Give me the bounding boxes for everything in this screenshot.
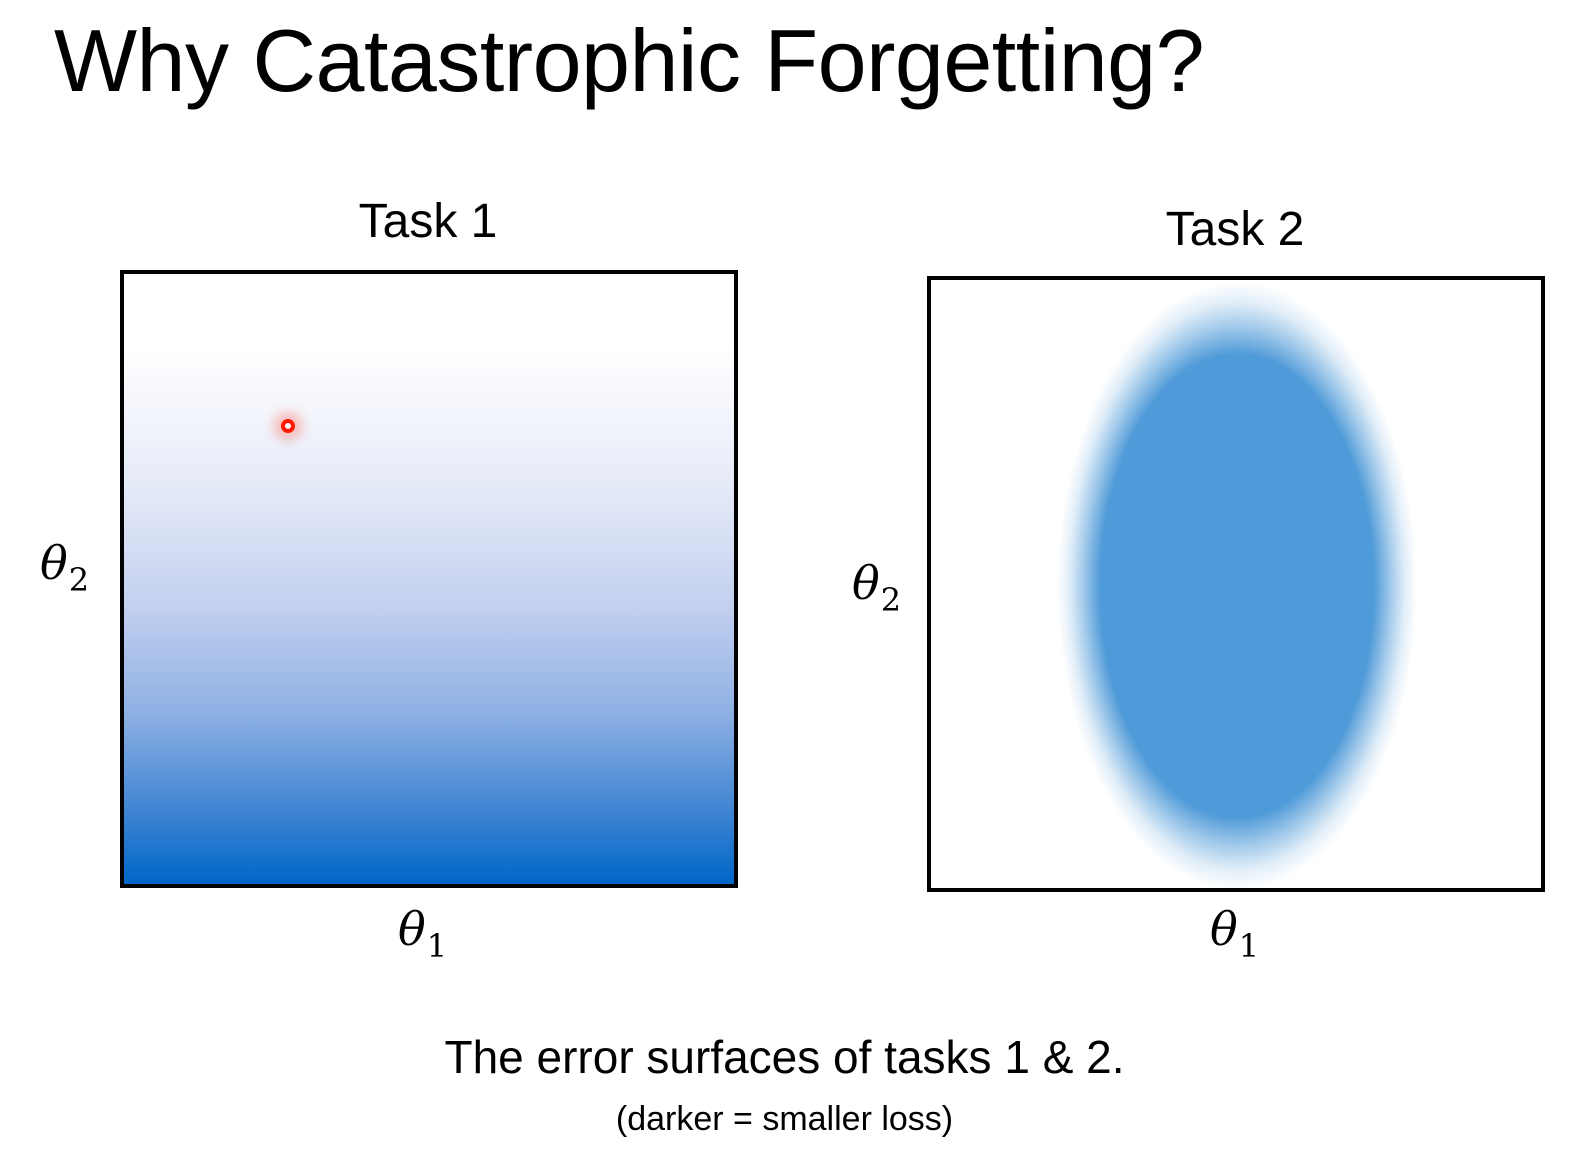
figure-caption-note: (darker = smaller loss) bbox=[615, 1100, 954, 1138]
task1-x-axis-label: θ1 bbox=[398, 902, 448, 965]
task1-title: Task 1 bbox=[358, 195, 498, 248]
current-parameter-point bbox=[281, 419, 295, 433]
task1-error-surface bbox=[120, 270, 738, 888]
task2-error-surface bbox=[927, 276, 1545, 892]
figure-caption: The error surfaces of tasks 1 & 2. bbox=[444, 1031, 1125, 1083]
task2-title: Task 2 bbox=[1165, 203, 1305, 256]
task1-gradient bbox=[124, 274, 734, 884]
task2-x-axis-label: θ1 bbox=[1210, 902, 1260, 965]
slide-title: Why Catastrophic Forgetting? bbox=[54, 11, 1205, 110]
task2-y-axis-label: θ2 bbox=[852, 556, 902, 619]
task2-low-loss-region bbox=[1057, 282, 1417, 888]
task1-y-axis-label: θ2 bbox=[40, 536, 90, 599]
